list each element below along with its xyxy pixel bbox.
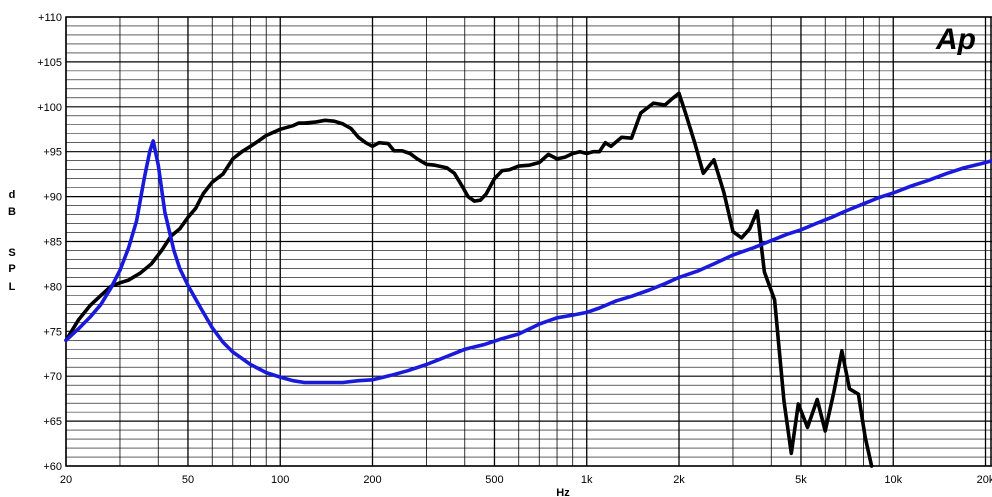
series-line-spl-response [64,91,874,468]
x-axis-label: Hz [556,487,570,497]
y-tick-label: +70 [43,371,62,383]
x-tick-label: 200 [363,474,381,486]
tick-labels: +60 +65 +70 +75 +80 +85 +90 +95 +100 +105 +110 20 50… [37,12,992,486]
y-tick-label: +95 [43,147,62,159]
x-tick-label: 20k [977,474,992,486]
y-tick-label: +75 [43,326,62,338]
x-tick-label: 100 [271,474,289,486]
y-tick-label: +65 [43,416,62,428]
y-axis-label-char: P [8,263,15,275]
y-tick-label: +110 [38,12,62,24]
x-tick-label: 500 [485,474,503,486]
y-axis-label-char: d [9,189,16,201]
x-tick-label: 1k [581,474,593,486]
grid [65,16,992,467]
x-tick-label: 50 [182,474,194,486]
series-curves [64,91,992,468]
y-tick-label: +100 [37,102,62,114]
plot-frame [65,16,992,467]
y-axis-label-char: L [9,281,16,293]
logo: Ap [935,23,976,56]
y-tick-label: +90 [43,192,62,204]
x-tick-label: 5k [795,474,807,486]
series-line-impedance [64,139,992,385]
y-tick-label: +60 [43,461,62,473]
y-tick-label: +80 [43,281,62,293]
y-axis-label-char: B [8,206,16,218]
x-tick-label: 2k [673,474,685,486]
x-tick-label: 10k [884,474,902,486]
x-tick-label: 20 [60,474,72,486]
axis-labels: dB SPL Hz [8,189,570,497]
y-axis-label-char: S [8,247,15,259]
y-tick-label: +85 [43,237,62,249]
y-tick-label: +105 [37,57,62,69]
